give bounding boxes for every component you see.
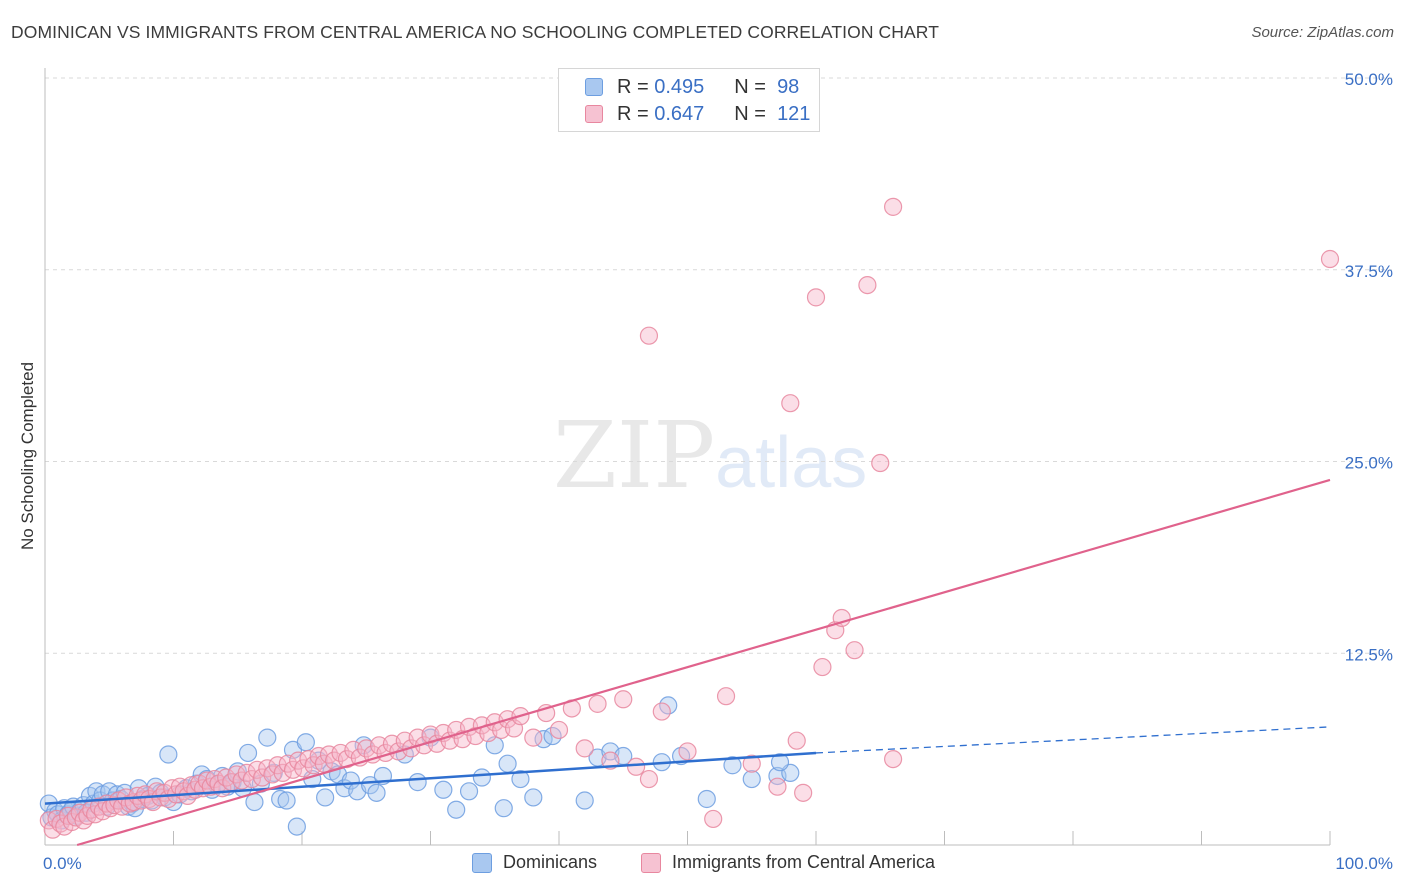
dominicans-trend-line xyxy=(44,751,817,805)
dominicans-point xyxy=(408,773,427,792)
dominicans-point xyxy=(159,745,178,764)
x-tick-label: 100.0% xyxy=(1335,854,1393,873)
central-america-point xyxy=(787,731,806,750)
trend-lines xyxy=(44,478,1331,847)
central-america-point xyxy=(716,687,736,706)
legend-swatch-blue xyxy=(472,852,492,873)
legend-n-value: 98 xyxy=(777,75,800,98)
central-america-point xyxy=(781,394,800,413)
y-tick-label: 37.5% xyxy=(1345,262,1393,281)
dominicans-trend-extension xyxy=(815,726,1331,754)
tick-labels: 12.5% 25.0% 37.5% 50.0% 0.0% 100.0% xyxy=(43,70,1393,873)
dominicans-point xyxy=(287,817,306,836)
dominicans-point xyxy=(524,788,543,807)
central-america-point xyxy=(652,702,671,721)
watermark-zip: ZIP xyxy=(553,402,716,509)
central-america-points xyxy=(39,197,1340,839)
x-tick-label: 0.0% xyxy=(43,854,82,873)
central-america-point xyxy=(294,759,313,778)
central-america-point xyxy=(253,768,272,787)
grid-lines xyxy=(45,77,1392,654)
legend-label-central-america: Immigrants from Central America xyxy=(672,852,936,872)
y-tick-label: 50.0% xyxy=(1345,70,1393,89)
central-america-point xyxy=(39,811,58,830)
legend-label-dominicans: Dominicans xyxy=(503,852,598,872)
dominicans-point xyxy=(271,789,290,809)
central-america-point xyxy=(639,326,659,345)
y-tick-label: 12.5% xyxy=(1345,645,1393,664)
legend-item-dominicans: Dominicans xyxy=(472,852,597,873)
central-america-point xyxy=(806,288,826,307)
central-america-point xyxy=(883,749,903,769)
legend-r-value: 0.495 xyxy=(654,75,705,98)
legend-n-key: N = xyxy=(734,102,766,125)
dominicans-point xyxy=(494,799,513,818)
central-america-point xyxy=(794,783,813,802)
dominicans-point xyxy=(459,782,479,801)
watermark: ZIPatlas xyxy=(553,402,867,509)
central-america-point xyxy=(858,275,877,295)
central-america-point xyxy=(524,728,543,747)
dominicans-point xyxy=(228,762,247,781)
central-america-point xyxy=(575,739,594,758)
legend-n-value: 121 xyxy=(777,102,811,125)
legend-r-key: R = xyxy=(617,102,649,125)
central-america-point xyxy=(601,751,620,770)
y-tick-label: 25.0% xyxy=(1345,454,1393,473)
dominicans-point xyxy=(296,733,315,752)
legend-r-value: 0.647 xyxy=(654,102,705,125)
central-america-point xyxy=(639,769,659,789)
dominicans-point xyxy=(447,800,466,819)
dominicans-point xyxy=(671,746,691,766)
legend-row-dominicans: R = 0.495 N = 98 xyxy=(585,75,799,99)
dominicans-point xyxy=(434,780,453,799)
dominicans-point xyxy=(238,743,258,763)
legend-n-key: N = xyxy=(734,75,766,98)
central-america-point xyxy=(871,453,890,473)
dominicans-point xyxy=(575,791,594,810)
central-america-point xyxy=(832,608,851,628)
dominicans-point xyxy=(472,768,491,787)
central-america-point xyxy=(1320,249,1340,269)
chart-title: DOMINICAN VS IMMIGRANTS FROM CENTRAL AME… xyxy=(11,22,939,42)
legend-r-key: R = xyxy=(617,75,649,98)
central-america-point xyxy=(883,197,903,216)
central-america-point xyxy=(588,694,607,713)
dominicans-point xyxy=(511,769,530,789)
legend-swatch-blue xyxy=(585,78,603,96)
dominicans-points xyxy=(39,696,800,836)
dominicans-point xyxy=(770,753,790,772)
central-america-point xyxy=(742,754,761,773)
central-america-point xyxy=(678,742,697,761)
legend-row-central-america: R = 0.647 N = 121 xyxy=(585,102,810,126)
central-america-point xyxy=(845,641,864,660)
legend-item-central-america: Immigrants from Central America xyxy=(641,852,935,873)
central-america-point xyxy=(704,809,723,829)
dominicans-point xyxy=(697,789,716,809)
axes xyxy=(44,68,1331,846)
dominicans-point xyxy=(316,788,335,807)
dominicans-point xyxy=(367,783,386,802)
legend-swatch-pink xyxy=(585,105,603,123)
correlation-legend: R = 0.495 N = 98 R = 0.647 N = 121 xyxy=(558,68,820,132)
central-america-point xyxy=(549,720,569,740)
central-america-point xyxy=(626,757,646,776)
dominicans-point xyxy=(498,754,517,773)
central-america-point xyxy=(273,763,292,783)
series-legend: Dominicans Immigrants from Central Ameri… xyxy=(0,852,1406,878)
central-america-point xyxy=(813,657,832,677)
dominicans-point xyxy=(277,791,296,810)
dominicans-point xyxy=(742,769,761,789)
legend-swatch-pink xyxy=(641,852,661,873)
watermark-atlas: atlas xyxy=(715,423,868,503)
dominicans-point xyxy=(258,728,277,747)
dominicans-point xyxy=(723,756,742,775)
central-america-point xyxy=(768,777,787,796)
source-label: Source: ZipAtlas.com xyxy=(1251,24,1394,41)
central-america-trend-line xyxy=(76,478,1331,847)
central-america-point xyxy=(614,690,633,709)
